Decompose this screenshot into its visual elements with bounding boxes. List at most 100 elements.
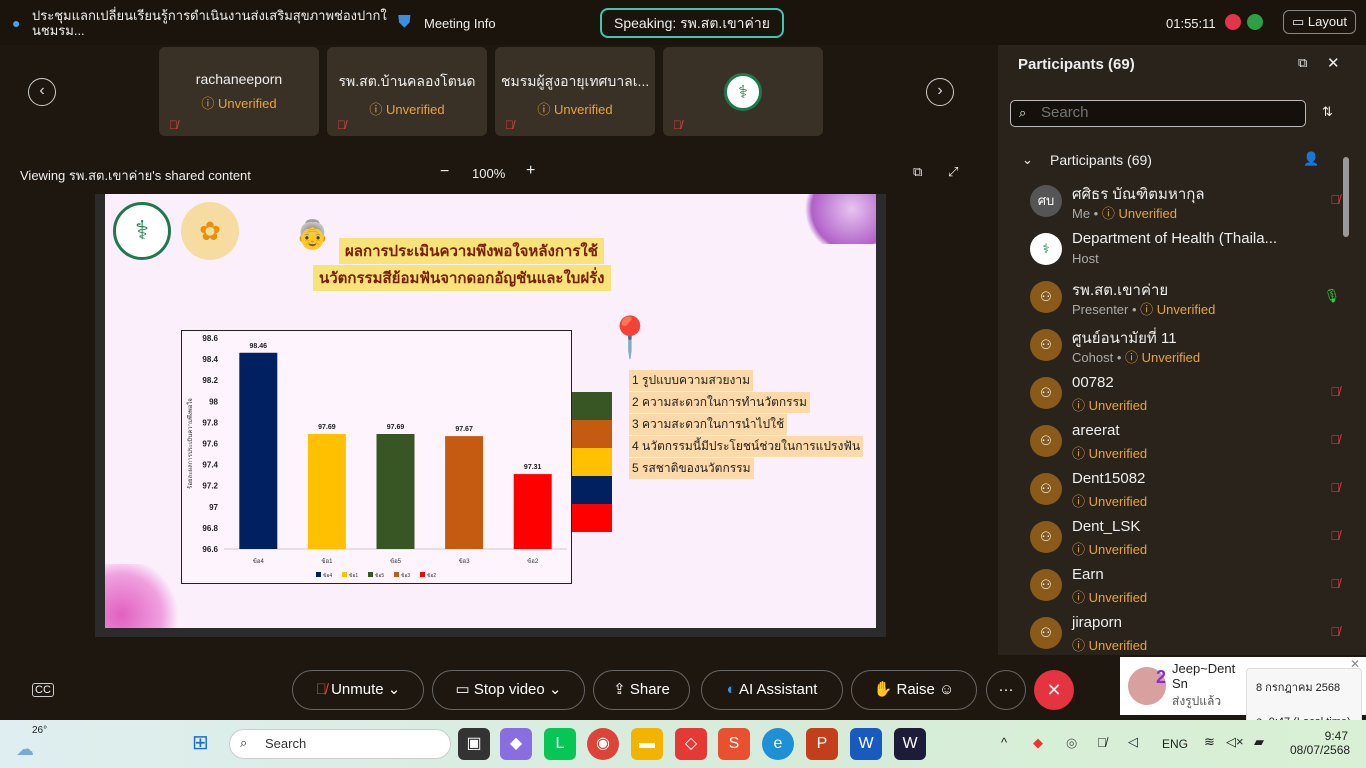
wifi-icon[interactable]: ≋ [1204, 734, 1215, 749]
taskbar-search[interactable]: ⌕ Search [229, 729, 451, 759]
participant-row[interactable]: ⚇ jiraporn ⓘ Unverified 🎙̸ [1030, 614, 1340, 662]
participant-row[interactable]: ⚕ Department of Health (Thaila... Host [1030, 230, 1340, 278]
participants-title: Participants (69) [1018, 56, 1135, 73]
task-view-icon[interactable]: ▣ [458, 728, 490, 760]
location-icon[interactable]: ◁ [1128, 734, 1138, 749]
participant-subtitle: ⓘ Unverified [1072, 395, 1147, 414]
raise-button[interactable]: ✋ Raise ☺ [851, 670, 977, 710]
meeting-timer: 01:55:11 [1166, 16, 1216, 31]
video-thumbnail[interactable]: ⚕ 🎙̸ [663, 47, 823, 136]
y-tick-label: 98.2 [202, 376, 218, 385]
chevron-up-icon[interactable]: ^ [1001, 735, 1008, 750]
slides-app-icon[interactable]: S [718, 728, 750, 760]
powerpoint-icon[interactable]: P [806, 728, 838, 760]
ai-assistant-button[interactable]: ◐ AI Assistant [701, 670, 843, 710]
participant-row[interactable]: ⚇ Dent15082 ⓘ Unverified 🎙̸ [1030, 470, 1340, 518]
file-explorer-icon[interactable]: ▬ [631, 728, 663, 760]
muted-mic-icon[interactable]: 🎙̸ [1330, 192, 1340, 207]
participant-row[interactable]: ศบ ศศิธร บัณฑิตมหากุล Me • ⓘ Unverified 🎙… [1030, 182, 1340, 230]
participant-row[interactable]: ⚇ Earn ⓘ Unverified 🎙̸ [1030, 566, 1340, 614]
chrome-icon[interactable]: ◉ [587, 728, 619, 760]
pop-out-icon[interactable]: ⧉ [1298, 55, 1308, 70]
copilot-icon[interactable]: ◆ [500, 728, 532, 760]
data-label: 97.67 [455, 426, 473, 433]
participant-subtitle: Presenter • ⓘ Unverified [1072, 302, 1216, 317]
language-indicator[interactable]: ENG [1162, 737, 1189, 751]
windows-start-icon[interactable]: ⊞ [192, 732, 209, 754]
video-thumbnail[interactable]: รพ.สต.บ้านคลองโตนด ⓘ Unverified 🎙̸ [327, 47, 487, 136]
share-button[interactable]: ⇪ Share [593, 670, 690, 710]
sort-icon[interactable]: ⇅ [1322, 104, 1333, 119]
taskbar-clock[interactable]: 9:47 08/07/2568 [1290, 729, 1350, 757]
search-field[interactable] [1041, 104, 1291, 121]
captions-icon[interactable]: CC [32, 683, 54, 697]
bar [239, 352, 278, 549]
participants-group[interactable]: Participants (69) [1050, 152, 1152, 168]
muted-mic-icon: 🎙̸ [169, 118, 178, 132]
scrollbar[interactable] [1340, 145, 1352, 645]
anydesk-icon[interactable]: ◇ [675, 728, 707, 760]
pop-out-icon[interactable]: ⧉ [913, 164, 923, 179]
participant-subtitle: Host [1072, 251, 1099, 266]
video-thumbnail[interactable]: rachaneeporn ⓘ Unverified 🎙̸ [159, 47, 319, 136]
avatar: ⚇ [1030, 425, 1062, 457]
color-swatch [572, 476, 612, 504]
participant-row[interactable]: ⚇ รพ.สต.เขาค่าย Presenter • ⓘ Unverified… [1030, 278, 1340, 326]
prev-page-button[interactable]: ‹ [28, 78, 56, 106]
participant-row[interactable]: ⚇ areerat ⓘ Unverified 🎙̸ [1030, 422, 1340, 470]
stop-video-button[interactable]: ▭ Stop video ⌄ [432, 670, 585, 710]
participant-name: areerat [1072, 422, 1120, 439]
y-tick-label: 97.4 [202, 461, 218, 470]
muted-mic-icon[interactable]: 🎙̸ [1330, 432, 1340, 447]
anydesk-tray-icon[interactable]: ◆ [1033, 735, 1043, 750]
muted-mic-icon: 🎙̸ [505, 118, 514, 132]
participant-row[interactable]: ⚇ 00782 ⓘ Unverified 🎙̸ [1030, 374, 1340, 422]
slide-title-line2: นวัตกรรมสีย้อมฟันจากดอกอัญชันและใบฝรั่ง [313, 265, 611, 291]
x-tick-label: ข้อ2 [527, 558, 539, 565]
edge-icon[interactable]: e [762, 728, 794, 760]
more-button[interactable]: ··· [986, 670, 1026, 710]
speaker-muted-icon[interactable]: ◁× [1226, 734, 1244, 749]
muted-mic-icon[interactable]: 🎙̸ [1330, 576, 1340, 591]
participant-subtitle: ⓘ Unverified [1072, 491, 1147, 510]
legend-label: ข้อ1 [349, 572, 358, 579]
flower-logo-icon: ✿ [181, 202, 239, 260]
word-icon[interactable]: W [850, 728, 882, 760]
muted-mic-icon[interactable]: 🎙̸ [1330, 384, 1340, 399]
muted-mic-icon[interactable]: 🎙̸ [1330, 624, 1340, 639]
leave-button[interactable]: ✕ [1034, 670, 1074, 710]
zoom-in-button[interactable]: + [526, 162, 536, 179]
chevron-down-icon[interactable]: ⌄ [1022, 152, 1033, 167]
fullscreen-icon[interactable]: ⤢ [948, 164, 959, 179]
participant-row[interactable]: ⚇ Dent_LSK ⓘ Unverified 🎙̸ [1030, 518, 1340, 566]
notification-sender: Jeep~Dent Sn [1172, 661, 1236, 691]
tray-icon[interactable]: ◎ [1066, 735, 1078, 750]
line-app-icon[interactable]: L [544, 728, 576, 760]
muted-mic-icon[interactable]: 🎙̸ [1330, 528, 1340, 543]
search-input[interactable]: ⌕ [1010, 100, 1306, 127]
legend-swatch [394, 572, 399, 577]
next-page-button[interactable]: › [926, 78, 954, 106]
meeting-info-button[interactable]: Meeting Info [424, 16, 496, 31]
participant-name: Dent_LSK [1072, 518, 1141, 535]
slide-legend-item: 5 รสชาติของนวัตกรรม [629, 458, 754, 479]
muted-mic-icon[interactable]: 🎙̸ [1330, 480, 1340, 495]
participant-row[interactable]: ⚇ ศูนย์อนามัยที่ 11 Cohost • ⓘ Unverifie… [1030, 326, 1340, 374]
unmute-button[interactable]: 🎙̸ Unmute ⌄ [292, 670, 424, 710]
close-icon[interactable]: ✕ [1350, 657, 1361, 671]
network-icon [1247, 14, 1263, 30]
data-label: 97.69 [387, 424, 405, 431]
y-tick-label: 96.6 [202, 545, 218, 554]
layout-button[interactable]: ▭ Layout [1283, 10, 1356, 34]
zoom-out-button[interactable]: − [440, 163, 450, 180]
battery-icon[interactable]: ▰ [1254, 734, 1264, 749]
video-thumbnail[interactable]: ชมรมผู้สูงอายุเทศบาลเ... ⓘ Unverified 🎙̸ [495, 47, 655, 136]
close-icon[interactable]: ✕ [1327, 55, 1340, 72]
webex-icon[interactable]: W [894, 728, 926, 760]
clock-tooltip: 8 กรกฎาคม 2568 อ. 9:47 (Local time) [1246, 668, 1362, 728]
muted-mic-icon[interactable]: 🎙̸ [1097, 735, 1107, 750]
weather-icon[interactable]: ☁ [16, 739, 34, 759]
notification-message: ส่งรูปแล้ว [1172, 694, 1222, 708]
avatar: ⚇ [1030, 377, 1062, 409]
chart-svg: 96.6 96.8 97 97.2 97.4 97.6 97.8 98 98.2 98.4 98.6… [186, 334, 567, 579]
